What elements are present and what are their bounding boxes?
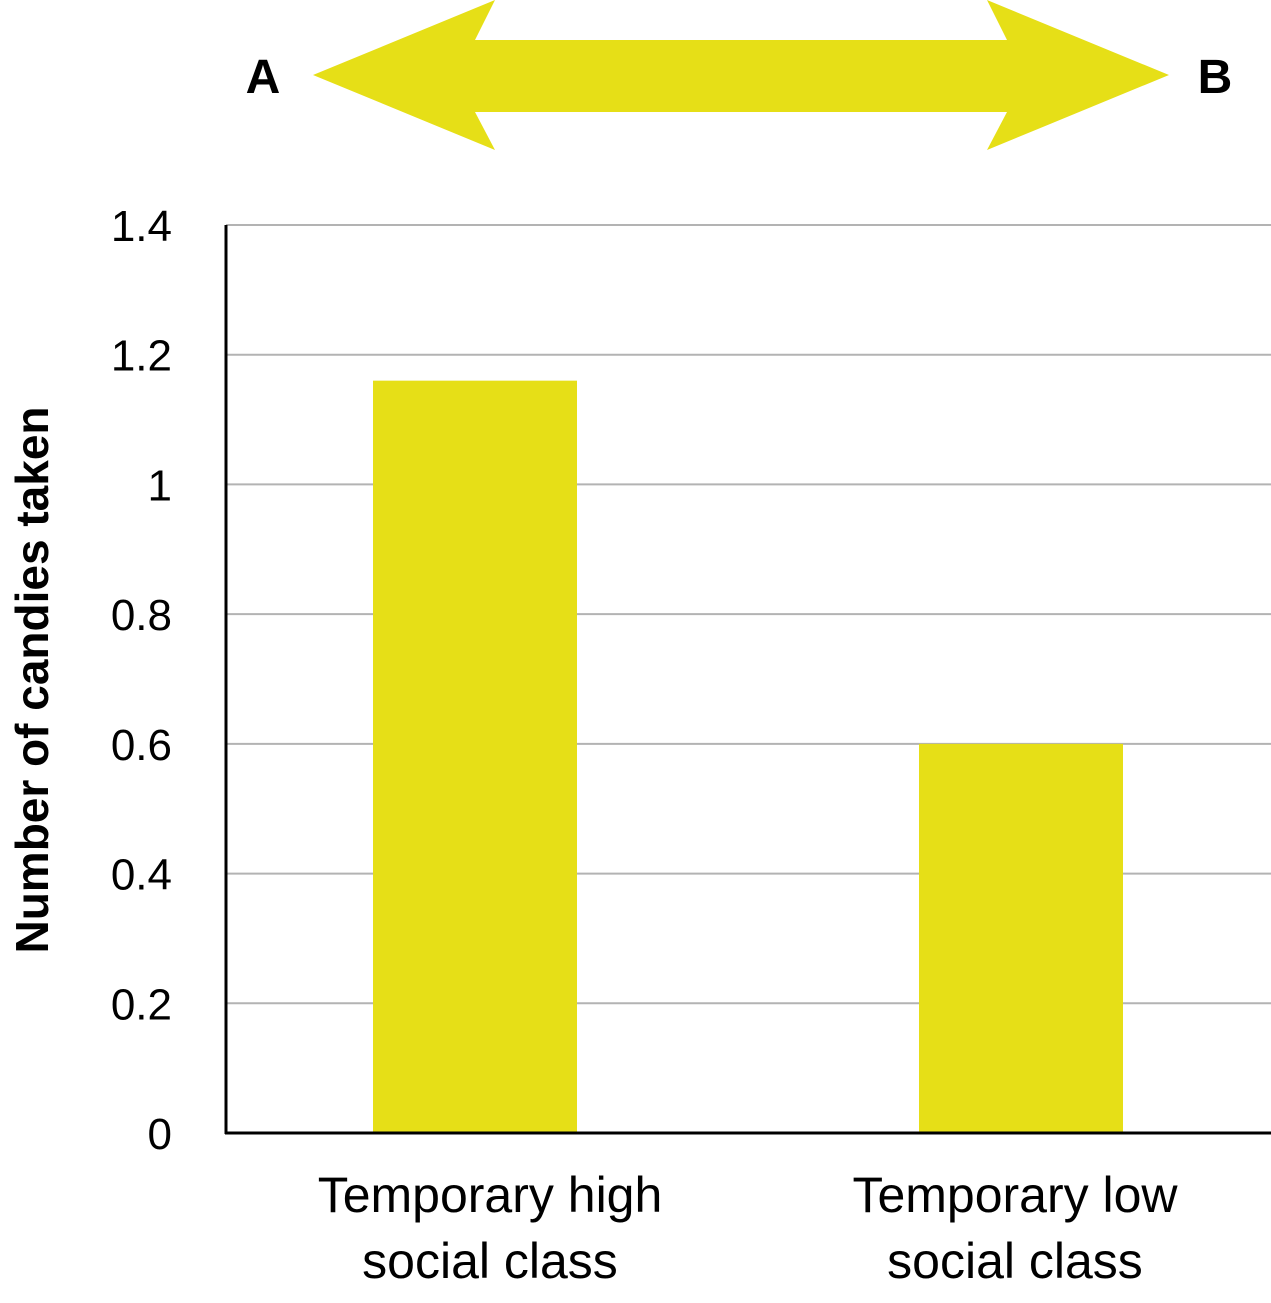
y-axis-title: Number of candies taken [6, 406, 58, 953]
x-category-label-0: Temporary high social class [318, 1167, 663, 1289]
y-tick-label-1: 0.2 [111, 980, 172, 1029]
y-tick-label-4: 0.8 [111, 591, 172, 640]
arrow-right-label: B [1198, 51, 1233, 104]
y-tick-label-6: 1.2 [111, 332, 172, 381]
x-category-label-1: Temporary low social class [852, 1167, 1178, 1289]
x-category-label-1-line-1: social class [887, 1233, 1143, 1289]
bar-0 [373, 380, 577, 1134]
x-category-label-0-line-0: Temporary high [318, 1167, 663, 1223]
axes [224, 225, 1271, 1135]
y-tick-label-0: 0 [148, 1110, 172, 1159]
x-category-labels: Temporary high social class Temporary low s… [318, 1167, 1179, 1289]
x-category-label-0-line-1: social class [362, 1233, 618, 1289]
bar-1 [919, 743, 1123, 1133]
x-category-label-1-line-0: Temporary low [852, 1167, 1178, 1223]
y-tick-label-2: 0.4 [111, 851, 172, 900]
y-tick-label-5: 1 [148, 461, 172, 510]
bars [373, 380, 1123, 1134]
double-headed-arrow-icon [313, 0, 1169, 150]
y-tick-labels: 0 0.2 0.4 0.6 0.8 1 1.2 1.4 [111, 202, 172, 1159]
y-tick-label-7: 1.4 [111, 202, 172, 251]
y-tick-label-3: 0.6 [111, 721, 172, 770]
arrow-left-label: A [246, 51, 281, 104]
